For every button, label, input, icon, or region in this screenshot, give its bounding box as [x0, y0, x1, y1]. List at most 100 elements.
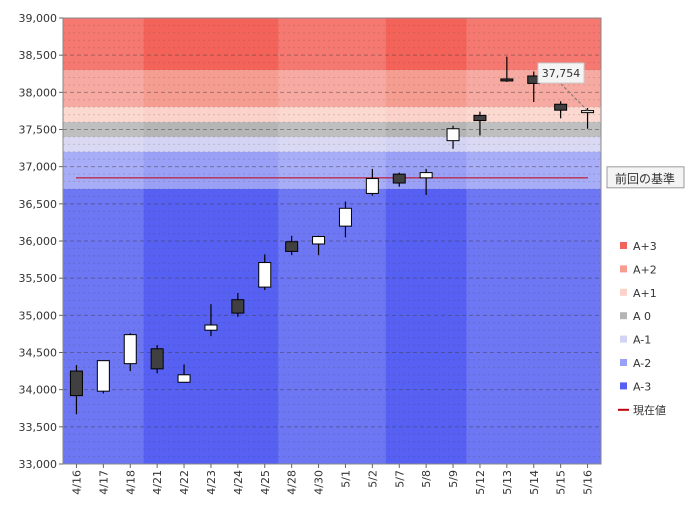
zone-column-shade	[466, 151, 601, 189]
zone-column-shade	[63, 70, 144, 108]
legend-swatch	[620, 359, 627, 366]
zone-column-shade	[466, 107, 601, 123]
candle-body	[312, 236, 326, 245]
basis-line-group: 前回の基準	[76, 166, 685, 189]
zone-column-shade	[466, 136, 601, 152]
legend-label: A 0	[633, 310, 651, 323]
x-tick-label: 4/18	[124, 470, 137, 495]
zone-column-shade	[278, 122, 386, 137]
x-tick-label: 4/25	[259, 470, 272, 495]
candle-body	[285, 241, 299, 252]
zone-column-shade	[278, 70, 386, 108]
x-tick-label: 5/13	[501, 470, 514, 495]
x-tick-label: 5/2	[366, 470, 379, 488]
legend-label: 現在値	[633, 404, 666, 417]
annotation-leader	[560, 83, 588, 111]
candle-body	[177, 374, 191, 383]
x-tick-label: 4/22	[178, 470, 191, 495]
x-tick-label: 5/16	[582, 470, 595, 495]
legend-swatch	[620, 335, 627, 343]
zone-column-shade	[63, 136, 144, 152]
x-tick-label: 4/24	[232, 470, 245, 495]
basis-label: 前回の基準	[615, 171, 675, 186]
legend-swatch	[620, 312, 627, 320]
x-tick-label: 4/28	[286, 470, 299, 495]
candle-body	[96, 360, 110, 392]
zone-band	[63, 188, 601, 464]
zone-column-shade	[466, 188, 601, 464]
y-tick-label: 36,000	[19, 235, 58, 248]
candle-body	[258, 262, 272, 288]
candle-body	[581, 110, 595, 114]
y-tick-label: 35,000	[19, 309, 58, 322]
zone-band	[63, 107, 601, 123]
x-tick-label: 5/12	[474, 470, 487, 495]
zone-column-shade	[63, 188, 144, 464]
annotation-label: 37,754	[542, 67, 581, 80]
y-tick-label: 39,000	[19, 12, 58, 25]
x-tick-label: 4/16	[70, 470, 83, 495]
zone-band	[63, 122, 601, 137]
legend-swatch	[620, 242, 627, 249]
y-tick-label: 37,000	[19, 161, 58, 174]
y-tick-label: 38,000	[19, 86, 58, 99]
y-tick-label: 38,500	[19, 49, 58, 62]
x-tick-label: 5/8	[420, 470, 433, 488]
candle-body	[446, 128, 460, 142]
candle-body	[150, 348, 164, 370]
zone-column-shade	[466, 122, 601, 137]
zone-column-shade	[63, 122, 144, 137]
zone-column-shade	[466, 18, 601, 71]
candle-body	[419, 172, 433, 179]
zone-column-shade	[63, 18, 144, 71]
legend-label: A-2	[633, 357, 651, 370]
zone-column-shade	[63, 151, 144, 189]
candle-body	[365, 178, 379, 194]
x-tick-label: 4/23	[205, 470, 218, 495]
zone-column-shade	[144, 152, 279, 189]
grid-lines	[63, 24, 601, 458]
x-tick-label: 5/1	[339, 470, 352, 488]
candle-body	[123, 334, 137, 365]
legend-label: A+3	[633, 240, 657, 253]
candle-body	[204, 324, 218, 331]
legend: A+3 A+2 A+1 A 0 A-1 A-2 A-3 現在値	[618, 240, 666, 417]
legend-label: A-3	[633, 380, 651, 393]
x-tick-label: 5/9	[447, 470, 460, 488]
y-tick-label: 37,500	[19, 124, 58, 137]
candle-body	[500, 78, 514, 82]
basis-label-box	[606, 166, 685, 189]
zone-column-shade	[63, 107, 144, 123]
candle-body	[231, 299, 245, 314]
zone-column-shade	[278, 107, 386, 123]
annotation-box	[537, 62, 585, 84]
zone-column-shade	[278, 136, 386, 152]
y-tick-label: 34,500	[19, 347, 58, 360]
legend-label: A+1	[633, 287, 657, 300]
candle-body	[338, 207, 352, 227]
annotation-group: 37,754	[537, 62, 588, 111]
zone-column-shade	[386, 189, 467, 464]
zone-column-shade	[144, 70, 279, 107]
y-tick-label: 33,500	[19, 421, 58, 434]
zone-band	[63, 18, 601, 71]
zone-band	[63, 136, 601, 152]
legend-swatch	[620, 265, 627, 273]
y-tick-label: 34,000	[19, 384, 58, 397]
candle-body	[473, 114, 487, 122]
zone-column-shade	[386, 70, 467, 107]
candle-body	[554, 103, 568, 111]
candles	[69, 56, 595, 415]
legend-label: A+2	[633, 263, 657, 276]
x-tick-label: 4/30	[313, 470, 326, 495]
zone-band	[63, 70, 601, 108]
zone-column-shade	[278, 18, 386, 71]
y-tick-label: 36,500	[19, 198, 58, 211]
zone-column-shade	[278, 188, 386, 464]
x-tick-label: 5/15	[555, 470, 568, 495]
x-tick-label: 4/21	[151, 470, 164, 495]
legend-swatch	[620, 382, 627, 390]
axes: 33,000 33,500 34,000 34,500 35,000 35,500 36,0…	[19, 12, 602, 495]
y-tick-label: 33,000	[19, 458, 58, 471]
